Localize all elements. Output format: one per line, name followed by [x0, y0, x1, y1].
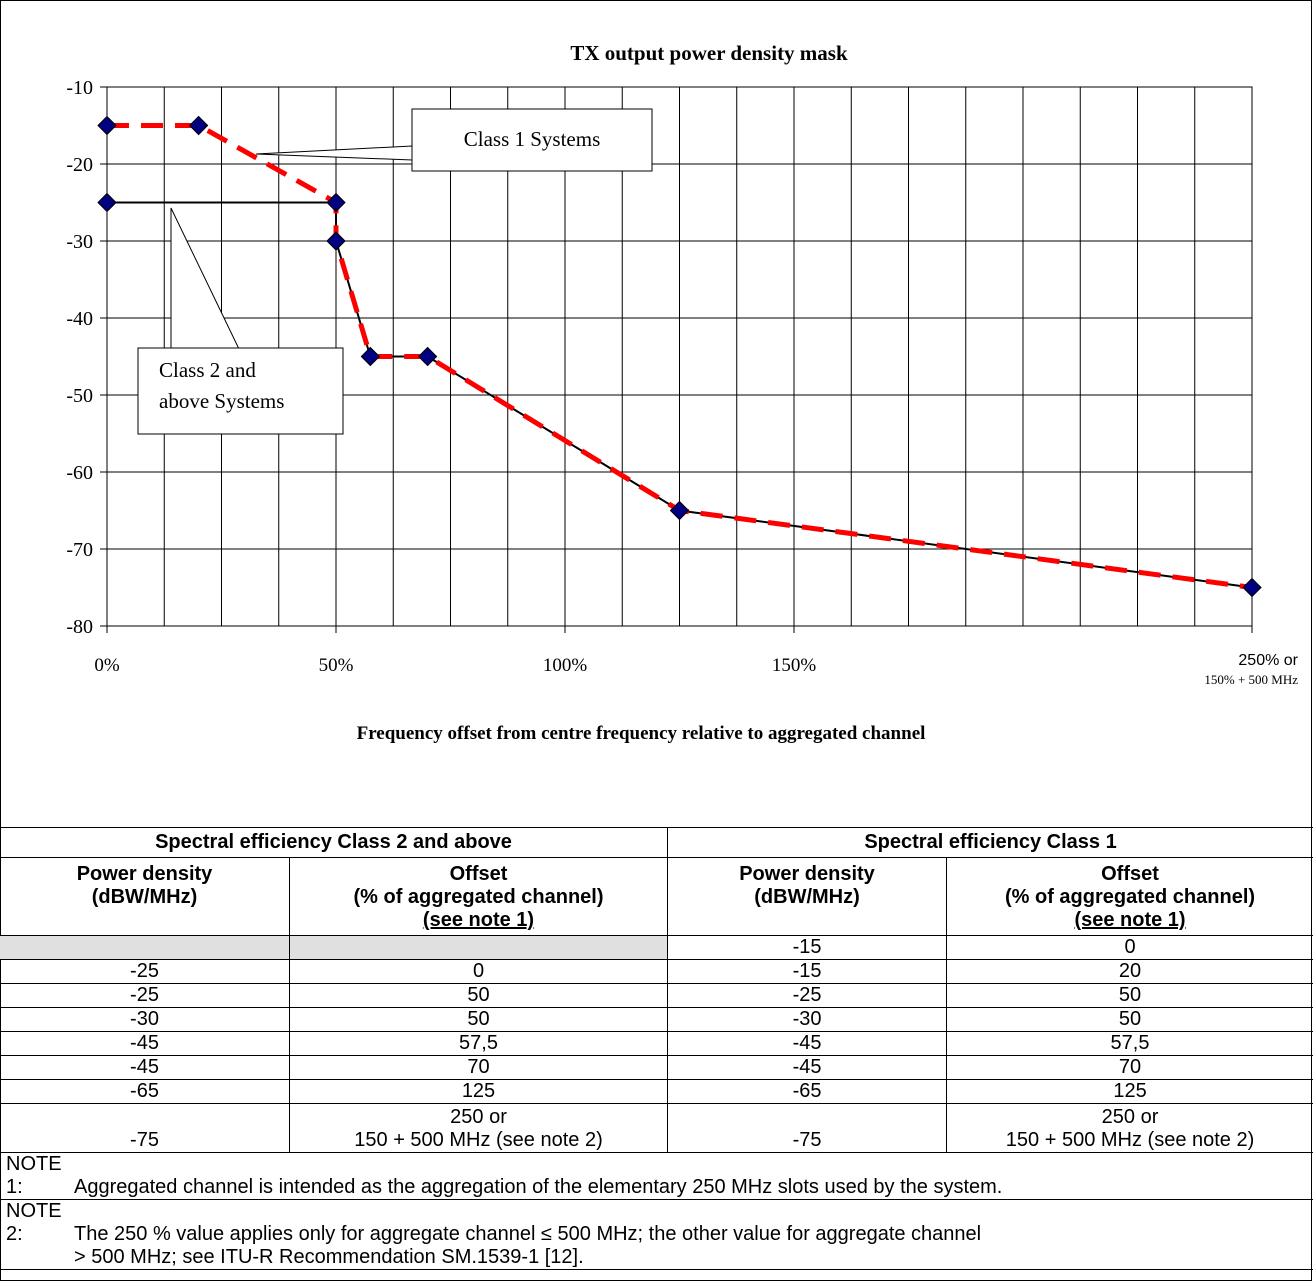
table-cell: -15	[667, 959, 948, 984]
table-cell: 57,5	[288, 1031, 669, 1056]
table-row: -65 125 -65 125	[0, 1079, 1313, 1104]
table-cell: 57,5	[946, 1031, 1313, 1056]
table-cell: -75	[667, 1103, 948, 1153]
callouts: Class 1 Systems Class 2 and above Systems	[137, 108, 653, 435]
table-cell: 125	[946, 1079, 1313, 1104]
series-line-class1	[107, 123, 1253, 590]
table-cell: 70	[288, 1055, 669, 1080]
data-point	[97, 115, 117, 136]
col-header-power-class2: Power density (dBW/MHz)	[0, 857, 290, 936]
data-point	[97, 192, 117, 213]
x-axis-ticks: 0% 50% 100% 150% 250% or 150% + 500 MHz	[94, 626, 1299, 687]
col-header-offset-class2: Offset (% of aggregated channel) (see note…	[288, 857, 669, 936]
table-cell: -45	[667, 1055, 948, 1080]
plot-area-border	[106, 86, 1253, 627]
note-1: NOTE 1: Aggregated channel is intended as…	[0, 1152, 1313, 1200]
x-tick-label: 150%	[772, 655, 817, 676]
callout-pointer	[255, 145, 413, 161]
x-axis-label: Frequency offset from centre frequency r…	[357, 723, 926, 744]
table-cell: 250 or 150 + 500 MHz (see note 2)	[288, 1103, 669, 1153]
x-tick-label: 100%	[543, 655, 588, 676]
table-cell: -15	[667, 935, 948, 960]
table-cell: -45	[0, 1055, 290, 1080]
x-tick-label: 50%	[319, 655, 354, 676]
x-tick-label: 0%	[94, 655, 120, 676]
table-cell: -25	[667, 983, 948, 1008]
table-cell	[288, 935, 669, 960]
callout-label-class1: Class 1 Systems	[464, 127, 601, 151]
table-note: NOTE 2: The 250 % value applies only for …	[0, 1199, 1313, 1270]
table-row: -15 0	[0, 935, 1313, 960]
callout-box-class1	[411, 108, 653, 172]
y-axis-ticks: -10 -20 -30 -40 -50 -60 -70 -80	[66, 77, 107, 638]
group-header-class1: Spectral efficiency Class 1	[667, 827, 1313, 858]
y-tick-label: -60	[66, 462, 93, 484]
table-cell: 50	[288, 1007, 669, 1032]
table-cell: 70	[946, 1055, 1313, 1080]
table-note: NOTE 1: Aggregated channel is intended as…	[0, 1152, 1313, 1200]
y-tick-label: -40	[66, 308, 93, 330]
callout-pointer	[170, 207, 240, 350]
data-point	[360, 346, 381, 367]
table-cell: 125	[288, 1079, 669, 1104]
col-header-offset-class1: Offset (% of aggregated channel) (see note…	[946, 857, 1313, 936]
table-row: -45 70 -45 70	[0, 1055, 1313, 1080]
table-cell: 50	[946, 983, 1313, 1008]
y-tick-label: -10	[66, 77, 93, 99]
table-cell: 20	[946, 959, 1313, 984]
table-cell: -75	[0, 1103, 290, 1153]
table-cell: -25	[0, 983, 290, 1008]
data-point	[1242, 577, 1262, 598]
table-cell: 50	[946, 1007, 1313, 1032]
y-tick-label: -50	[66, 385, 93, 407]
data-point	[326, 192, 346, 213]
data-point	[417, 346, 438, 367]
data-markers	[97, 115, 1262, 598]
x-tick-label: 250% or	[1238, 652, 1298, 669]
callout-box-class2	[137, 347, 344, 435]
table-cell: -30	[0, 1007, 290, 1032]
table-cell: 50	[288, 983, 669, 1008]
table-row: -45 57,5 -45 57,5	[0, 1031, 1313, 1056]
spec-table: Spectral efficiency Class 2 and above Sp…	[0, 827, 1313, 1270]
table-row: -25 0 -15 20	[0, 959, 1313, 984]
table-cell: 250 or 150 + 500 MHz (see note 2)	[946, 1103, 1313, 1153]
table-row: -75 250 or 150 + 500 MHz (see note 2) -75…	[0, 1103, 1313, 1153]
chart-title: TX output power density mask	[570, 41, 848, 65]
table-cell: -30	[667, 1007, 948, 1032]
data-point	[188, 115, 209, 136]
col-header-power-class1: Power density (dBW/MHz)	[667, 857, 948, 936]
table-cell: -45	[667, 1031, 948, 1056]
note-2: NOTE 2: The 250 % value applies only for …	[0, 1199, 1313, 1270]
y-tick-label: -80	[66, 616, 93, 638]
table-cell: -25	[0, 959, 290, 984]
y-tick-label: -30	[66, 231, 93, 253]
x-tick-sublabel: 150% + 500 MHz	[1204, 672, 1298, 687]
table-cell: 0	[288, 959, 669, 984]
group-header-class2: Spectral efficiency Class 2 and above	[0, 827, 669, 858]
callout-label-class2: above Systems	[159, 389, 284, 413]
data-point	[669, 500, 690, 521]
table-row: -30 50 -30 50	[0, 1007, 1313, 1032]
y-tick-label: -70	[66, 539, 93, 561]
table-cell: -45	[0, 1031, 290, 1056]
table-cell: -65	[0, 1079, 290, 1104]
y-tick-label: -20	[66, 154, 93, 176]
table-cell: -65	[667, 1079, 948, 1104]
data-point	[326, 231, 346, 251]
power-density-chart: TX output power density mask -10 -20 -30 -4…	[66, 41, 1299, 744]
table-cell	[0, 935, 290, 960]
table-row: -25 50 -25 50	[0, 983, 1313, 1008]
table-cell: 0	[946, 935, 1313, 960]
callout-label-class2: Class 2 and	[159, 358, 256, 382]
